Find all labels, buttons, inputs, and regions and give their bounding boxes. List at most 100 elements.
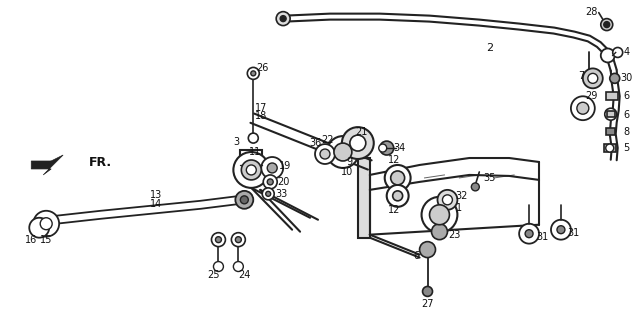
Text: 6: 6 bbox=[624, 91, 629, 101]
Text: 25: 25 bbox=[207, 270, 220, 281]
Circle shape bbox=[422, 197, 458, 233]
Text: 30: 30 bbox=[620, 73, 633, 83]
Circle shape bbox=[280, 16, 286, 22]
Circle shape bbox=[320, 149, 330, 159]
Text: 12: 12 bbox=[387, 155, 400, 165]
Circle shape bbox=[267, 179, 273, 185]
Text: 1: 1 bbox=[456, 203, 463, 213]
Circle shape bbox=[420, 242, 436, 258]
Text: 16: 16 bbox=[25, 235, 38, 245]
Circle shape bbox=[213, 261, 224, 271]
Circle shape bbox=[233, 152, 269, 188]
Circle shape bbox=[422, 286, 433, 296]
Text: 32: 32 bbox=[455, 191, 468, 201]
Circle shape bbox=[231, 233, 245, 247]
Text: 33: 33 bbox=[275, 189, 288, 199]
Text: 18: 18 bbox=[255, 111, 267, 121]
Circle shape bbox=[583, 68, 603, 88]
Bar bbox=[240, 150, 262, 182]
Text: 11: 11 bbox=[249, 147, 261, 157]
Circle shape bbox=[601, 19, 613, 31]
Circle shape bbox=[235, 237, 242, 243]
Circle shape bbox=[472, 183, 479, 191]
Text: 28: 28 bbox=[585, 7, 598, 17]
Text: 4: 4 bbox=[624, 47, 629, 58]
Circle shape bbox=[327, 136, 359, 168]
Circle shape bbox=[429, 205, 449, 225]
Circle shape bbox=[571, 96, 595, 120]
Circle shape bbox=[261, 157, 283, 179]
Circle shape bbox=[246, 165, 256, 175]
Circle shape bbox=[613, 47, 622, 58]
Text: 31: 31 bbox=[568, 228, 580, 238]
Circle shape bbox=[390, 171, 404, 185]
Circle shape bbox=[215, 237, 222, 243]
Circle shape bbox=[247, 68, 259, 79]
Circle shape bbox=[334, 143, 352, 161]
Circle shape bbox=[604, 108, 617, 120]
Circle shape bbox=[604, 22, 610, 28]
Text: FR.: FR. bbox=[89, 156, 112, 170]
Circle shape bbox=[33, 211, 59, 237]
Circle shape bbox=[431, 224, 447, 240]
Text: 14: 14 bbox=[150, 199, 162, 209]
Circle shape bbox=[267, 163, 277, 173]
Circle shape bbox=[393, 191, 403, 201]
Circle shape bbox=[606, 144, 613, 152]
Circle shape bbox=[438, 190, 458, 210]
Circle shape bbox=[263, 175, 277, 189]
Text: 7: 7 bbox=[578, 71, 584, 81]
Bar bbox=[358, 158, 370, 238]
Text: 23: 23 bbox=[448, 230, 461, 240]
Bar bbox=[606, 128, 615, 135]
Text: 2: 2 bbox=[486, 44, 493, 53]
Text: 19: 19 bbox=[279, 161, 291, 171]
Text: 6: 6 bbox=[624, 110, 629, 120]
Circle shape bbox=[250, 71, 256, 76]
Circle shape bbox=[262, 188, 274, 200]
Text: 12: 12 bbox=[387, 205, 400, 215]
Circle shape bbox=[242, 160, 261, 180]
Circle shape bbox=[212, 233, 226, 247]
Text: 3: 3 bbox=[233, 137, 240, 147]
Bar bbox=[607, 111, 615, 117]
Text: 20: 20 bbox=[277, 177, 289, 187]
Text: 13: 13 bbox=[150, 190, 162, 200]
Text: 10: 10 bbox=[341, 167, 353, 177]
Text: 22: 22 bbox=[321, 135, 334, 145]
Text: 24: 24 bbox=[238, 270, 250, 281]
Circle shape bbox=[29, 218, 49, 238]
Bar bbox=[606, 92, 618, 100]
Circle shape bbox=[266, 191, 271, 196]
Circle shape bbox=[379, 144, 387, 152]
Circle shape bbox=[385, 165, 411, 191]
Text: 35: 35 bbox=[483, 173, 495, 183]
Circle shape bbox=[315, 144, 335, 164]
Circle shape bbox=[342, 127, 374, 159]
Text: 26: 26 bbox=[256, 63, 268, 73]
Circle shape bbox=[40, 218, 52, 230]
Circle shape bbox=[588, 73, 598, 83]
Circle shape bbox=[601, 49, 615, 62]
Circle shape bbox=[240, 196, 249, 204]
Circle shape bbox=[350, 135, 366, 151]
Circle shape bbox=[380, 141, 394, 155]
Text: 9: 9 bbox=[347, 157, 353, 167]
Circle shape bbox=[442, 195, 452, 205]
Text: 8: 8 bbox=[624, 127, 629, 137]
Text: 15: 15 bbox=[40, 235, 52, 245]
Polygon shape bbox=[31, 155, 63, 175]
Text: 36: 36 bbox=[309, 138, 321, 148]
Text: 6: 6 bbox=[413, 251, 420, 260]
Circle shape bbox=[233, 261, 243, 271]
Circle shape bbox=[235, 191, 253, 209]
Text: 21: 21 bbox=[356, 127, 368, 137]
Text: 29: 29 bbox=[585, 91, 598, 101]
Circle shape bbox=[525, 230, 533, 238]
Circle shape bbox=[557, 226, 565, 234]
Text: 34: 34 bbox=[394, 143, 406, 153]
Text: 31: 31 bbox=[536, 232, 548, 242]
Circle shape bbox=[551, 220, 571, 240]
Bar bbox=[604, 144, 616, 152]
Circle shape bbox=[610, 73, 620, 83]
